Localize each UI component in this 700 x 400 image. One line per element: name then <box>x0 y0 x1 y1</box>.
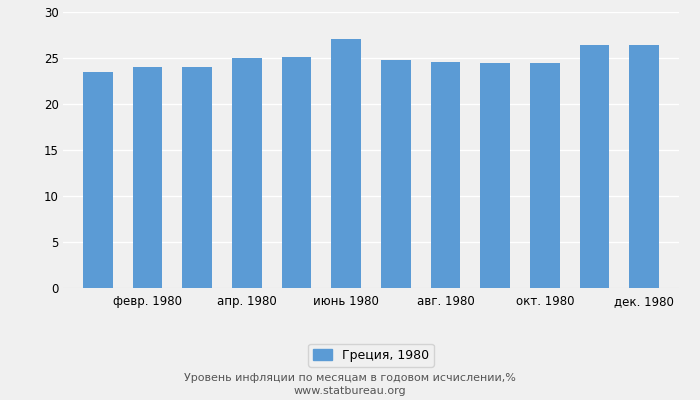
Text: Уровень инфляции по месяцам в годовом исчислении,%: Уровень инфляции по месяцам в годовом ис… <box>184 373 516 383</box>
Bar <box>381 60 411 288</box>
Bar <box>281 57 312 288</box>
Bar <box>132 67 162 288</box>
Bar <box>331 39 361 288</box>
Bar <box>580 45 610 288</box>
Text: www.statbureau.org: www.statbureau.org <box>294 386 406 396</box>
Bar <box>629 45 659 288</box>
Bar <box>232 58 262 288</box>
Legend: Греция, 1980: Греция, 1980 <box>308 344 434 367</box>
Bar <box>83 72 113 288</box>
Bar <box>530 63 560 288</box>
Bar <box>182 67 212 288</box>
Bar <box>480 63 510 288</box>
Bar <box>430 62 461 288</box>
